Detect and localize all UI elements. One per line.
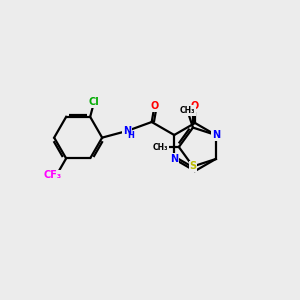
Text: N: N — [123, 126, 131, 136]
Text: O: O — [191, 101, 199, 111]
Text: Cl: Cl — [89, 97, 99, 107]
Text: N: N — [170, 154, 178, 164]
Text: CH₃: CH₃ — [153, 142, 169, 152]
Text: H: H — [127, 131, 134, 140]
Text: CF₃: CF₃ — [43, 170, 61, 181]
Text: S: S — [189, 161, 197, 171]
Text: N: N — [212, 130, 220, 140]
Text: O: O — [150, 101, 159, 111]
Text: CH₃: CH₃ — [180, 106, 195, 115]
